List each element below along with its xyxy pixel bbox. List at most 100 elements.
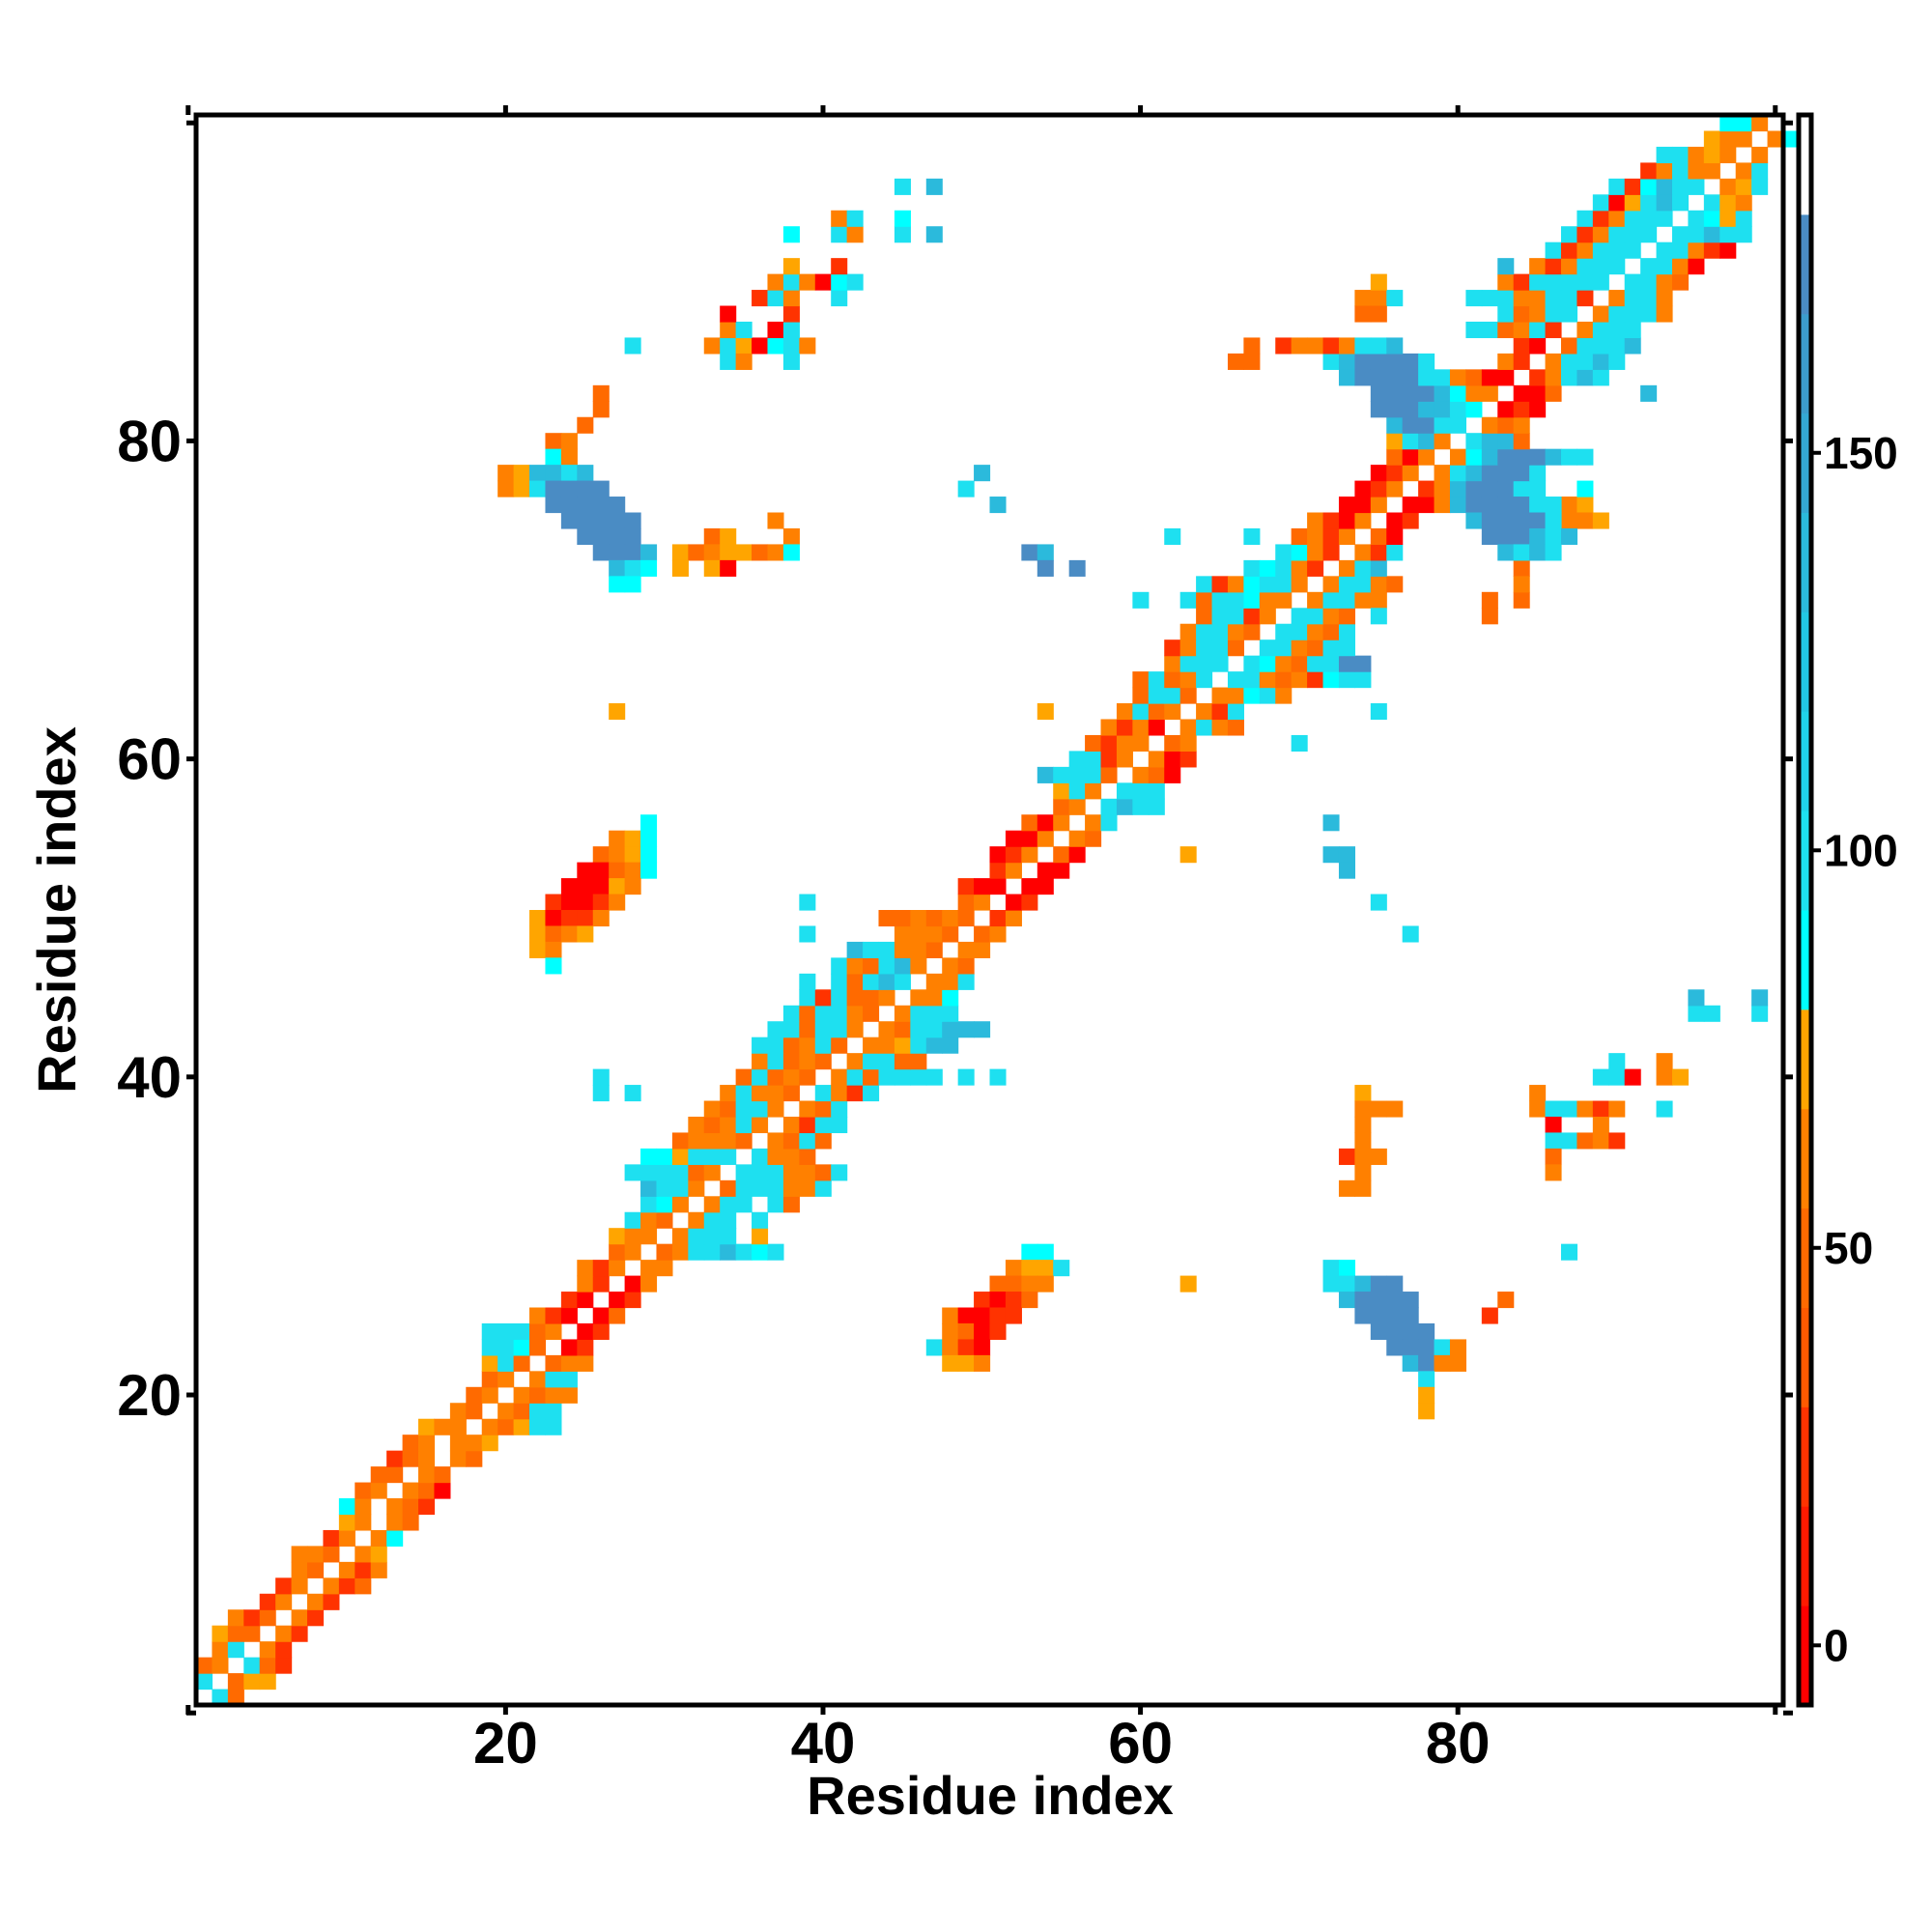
- heatmap-cell: [1418, 353, 1435, 370]
- heatmap-cell: [1465, 384, 1483, 402]
- heatmap-cell: [656, 1196, 673, 1213]
- heatmap-cell: [1529, 497, 1547, 514]
- heatmap-cell: [1497, 353, 1515, 370]
- heatmap-cell: [1497, 416, 1515, 434]
- heatmap-cell: [577, 878, 594, 895]
- heatmap-cell: [434, 1466, 451, 1484]
- heatmap-cell: [1322, 576, 1340, 593]
- heatmap-cell: [545, 941, 562, 958]
- heatmap-cell: [846, 989, 864, 1007]
- heatmap-cell: [592, 512, 610, 529]
- colorbar-bin: [1799, 512, 1811, 612]
- heatmap-cell: [1116, 719, 1133, 736]
- heatmap-cell: [1592, 273, 1609, 291]
- heatmap-cell: [243, 1625, 261, 1642]
- heatmap-cell: [1021, 894, 1038, 911]
- heatmap-cell: [1545, 497, 1562, 514]
- heatmap-cell: [1624, 178, 1641, 195]
- heatmap-cell: [1688, 226, 1705, 243]
- heatmap-cell: [402, 1498, 419, 1516]
- heatmap-cell: [656, 1211, 673, 1229]
- heatmap-cell: [227, 1625, 244, 1642]
- heatmap-cell: [703, 1148, 721, 1165]
- heatmap-cell: [799, 273, 816, 291]
- heatmap-cell: [782, 1068, 800, 1086]
- heatmap-cell: [814, 1164, 832, 1181]
- heatmap-cell: [1577, 337, 1594, 355]
- heatmap-cell: [1624, 210, 1641, 227]
- colorbar-frame: [1796, 112, 1814, 1708]
- heatmap-cell: [592, 497, 610, 514]
- heatmap-cell: [370, 1561, 387, 1578]
- heatmap-cell: [957, 1068, 975, 1086]
- y-tick-label: 40: [117, 1045, 182, 1110]
- heatmap-cell: [1418, 401, 1435, 418]
- heatmap-cell: [752, 1100, 769, 1118]
- heatmap-cell: [878, 1021, 895, 1038]
- heatmap-cell: [989, 862, 1007, 879]
- heatmap-cell: [1338, 1179, 1355, 1197]
- heatmap-cell: [1037, 878, 1054, 895]
- heatmap-cell: [735, 1116, 753, 1134]
- heatmap-cell: [1434, 1339, 1451, 1356]
- heatmap-cell: [545, 1403, 562, 1420]
- heatmap-cell: [1624, 1068, 1641, 1086]
- heatmap-cell: [560, 1292, 578, 1309]
- heatmap-cell: [545, 1386, 562, 1404]
- heatmap-cell: [1307, 623, 1324, 640]
- heatmap-cell: [1291, 337, 1308, 355]
- heatmap-cell: [1545, 448, 1562, 466]
- heatmap-cell: [1338, 1292, 1355, 1309]
- heatmap-cell: [1560, 527, 1578, 546]
- heatmap-cell: [1338, 623, 1355, 640]
- heatmap-cell: [1497, 465, 1515, 482]
- heatmap-cell: [752, 1164, 769, 1181]
- colorbar-bin: [1799, 1208, 1811, 1308]
- heatmap-cell: [957, 1339, 975, 1356]
- heatmap-cell: [1529, 273, 1547, 291]
- heatmap-cell: [831, 210, 848, 227]
- heatmap-cell: [1354, 1179, 1372, 1197]
- heatmap-cell: [386, 1514, 404, 1531]
- colorbar-bin: [1799, 611, 1811, 712]
- heatmap-cell: [1291, 623, 1308, 640]
- heatmap-cell: [1116, 703, 1133, 721]
- heatmap-cell: [1275, 671, 1293, 689]
- heatmap-cell: [782, 353, 800, 370]
- heatmap-cell: [1402, 497, 1419, 514]
- heatmap-cell: [545, 1418, 562, 1435]
- heatmap-cell: [624, 512, 641, 529]
- heatmap-cell: [1497, 512, 1515, 529]
- heatmap-cell: [1624, 290, 1641, 307]
- heatmap-cell: [1322, 337, 1340, 355]
- heatmap-cell: [1640, 178, 1658, 195]
- heatmap-cell: [1100, 766, 1118, 783]
- heatmap-cell: [831, 957, 848, 975]
- heatmap-cell: [545, 1371, 562, 1388]
- heatmap-cell: [1370, 544, 1387, 561]
- heatmap-cell: [735, 544, 753, 561]
- heatmap-cell: [592, 862, 610, 879]
- heatmap-cell: [1751, 1005, 1769, 1022]
- heatmap-cell: [703, 1196, 721, 1213]
- heatmap-cell: [1370, 369, 1387, 386]
- heatmap-cell: [989, 925, 1007, 943]
- heatmap-cell: [1545, 273, 1562, 291]
- heatmap-cell: [1354, 480, 1372, 497]
- heatmap-cell: [688, 1132, 705, 1150]
- heatmap-cell: [1577, 497, 1594, 514]
- heatmap-cell: [1608, 1053, 1626, 1070]
- heatmap-cell: [1164, 687, 1181, 704]
- heatmap-cell: [640, 862, 658, 879]
- heatmap-cell: [592, 384, 610, 402]
- heatmap-cell: [1608, 242, 1626, 259]
- heatmap-cell: [1291, 655, 1308, 672]
- heatmap-cell: [624, 1228, 641, 1245]
- heatmap-cell: [577, 1322, 594, 1341]
- heatmap-cell: [1148, 719, 1165, 736]
- heatmap-cell: [1751, 146, 1769, 163]
- colorbar-bin: [1799, 1406, 1811, 1507]
- heatmap-cell: [846, 957, 864, 975]
- heatmap-cell: [1545, 369, 1562, 386]
- heatmap-cell: [1259, 655, 1276, 672]
